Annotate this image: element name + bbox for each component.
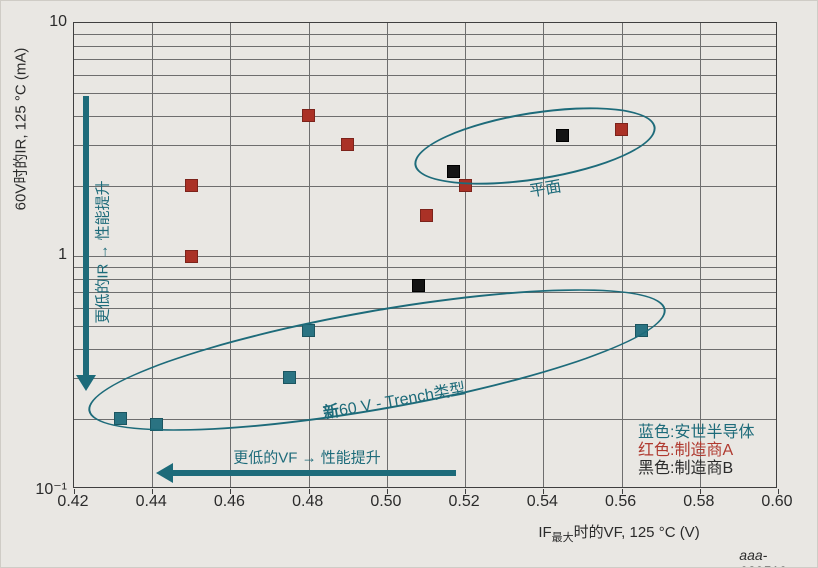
x-title-subscript: 最大: [551, 532, 574, 544]
y-tick-label: 1: [58, 246, 67, 263]
legend-entry-nexperia: 蓝色:安世半导体: [638, 424, 755, 441]
y-gridline: [74, 144, 776, 146]
x-gridline: [465, 23, 467, 487]
x-tick-mark: [74, 489, 75, 494]
lower-ir-arrow-label: 更低的IR → 性能提升: [94, 180, 112, 324]
data-point-制造商A: [419, 208, 433, 222]
x-tick-mark: [621, 489, 623, 494]
y-gridline: [74, 59, 776, 61]
lower-vf-arrow: [172, 470, 456, 476]
y-gridline: [74, 418, 776, 420]
x-tick-label: 0.52: [448, 493, 480, 510]
data-point-制造商A: [615, 122, 629, 136]
x-tick-label: 0.46: [213, 493, 245, 510]
x-tick-label: 0.54: [526, 493, 558, 510]
data-point-制造商A: [341, 138, 355, 152]
y-tick-label: 10⁻¹: [35, 481, 67, 498]
data-point-制造商B: [446, 165, 460, 179]
x-gridline: [543, 23, 545, 487]
figure-id: aaa-029510: [739, 547, 786, 567]
x-title-pre: IF: [538, 524, 552, 541]
y-gridline: [74, 326, 776, 328]
x-tick-label: 0.44: [135, 493, 167, 510]
y-gridline: [74, 74, 776, 76]
y-gridline: [74, 45, 776, 47]
data-point-安世半导体: [302, 323, 316, 337]
x-axis-title: IF最大时的VF, 125 °C (V): [538, 521, 699, 545]
x-gridline: [230, 23, 232, 487]
trench-group-ellipse: [79, 259, 675, 461]
x-gridline: [386, 23, 388, 487]
y-gridline: [74, 33, 776, 35]
lower-ir-arrow: [83, 96, 89, 376]
y-gridline: [74, 266, 776, 268]
data-point-安世半导体: [149, 417, 163, 431]
data-point-安世半导体: [114, 412, 128, 426]
x-tick-label: 0.60: [761, 493, 793, 510]
data-point-制造商B: [556, 128, 570, 142]
data-point-制造商A: [184, 249, 198, 263]
y-gridline: [74, 185, 776, 187]
x-tick-mark: [778, 489, 779, 494]
x-tick-mark: [230, 489, 232, 494]
data-point-制造商A: [184, 179, 198, 193]
lower-vf-arrowhead-icon: [156, 463, 173, 483]
y-gridline: [74, 377, 776, 379]
x-tick-mark: [308, 489, 310, 494]
y-gridline: [74, 292, 776, 294]
y-axis-title: 60V时的IR, 125 °C (mA): [12, 47, 30, 211]
x-tick-mark: [386, 489, 388, 494]
plot-area: 平面 新60 V - Trench类型: [73, 22, 779, 494]
data-point-制造商A: [458, 179, 472, 193]
planar-group-label: 平面: [528, 178, 563, 201]
lower-ir-arrowhead-icon: [76, 375, 96, 391]
x-tick-label: 0.58: [683, 493, 715, 510]
legend-entry-manufacturer-a: 红色:制造商A: [638, 442, 734, 459]
x-tick-label: 0.50: [370, 493, 402, 510]
data-point-制造商A: [302, 109, 316, 123]
x-tick-mark: [152, 489, 154, 494]
y-gridline: [74, 115, 776, 117]
legend-entry-manufacturer-b: 黑色:制造商B: [638, 460, 734, 477]
x-tick-mark: [699, 489, 701, 494]
legend: 蓝色:安世半导体 红色:制造商A 黑色:制造商B: [638, 424, 754, 478]
y-gridline: [74, 307, 776, 309]
x-gridline: [152, 23, 154, 487]
data-point-安世半导体: [634, 323, 648, 337]
lower-vf-arrow-label: 更低的VF → 性能提升: [233, 449, 381, 467]
x-tick-label: 0.48: [292, 493, 324, 510]
y-gridline: [74, 348, 776, 350]
y-gridline: [74, 278, 776, 280]
data-point-制造商B: [411, 278, 425, 292]
x-tick-label: 0.42: [57, 493, 89, 510]
x-title-post: 时的VF, 125 °C (V): [573, 524, 700, 541]
y-gridline: [74, 256, 776, 257]
x-gridline: [699, 23, 701, 487]
x-tick-mark: [465, 489, 467, 494]
x-gridline: [621, 23, 623, 487]
x-gridline: [308, 23, 310, 487]
x-tick-label: 0.56: [605, 493, 637, 510]
y-tick-label: 10: [49, 13, 67, 30]
x-tick-mark: [543, 489, 545, 494]
data-point-安世半导体: [282, 371, 296, 385]
y-gridline: [74, 93, 776, 95]
